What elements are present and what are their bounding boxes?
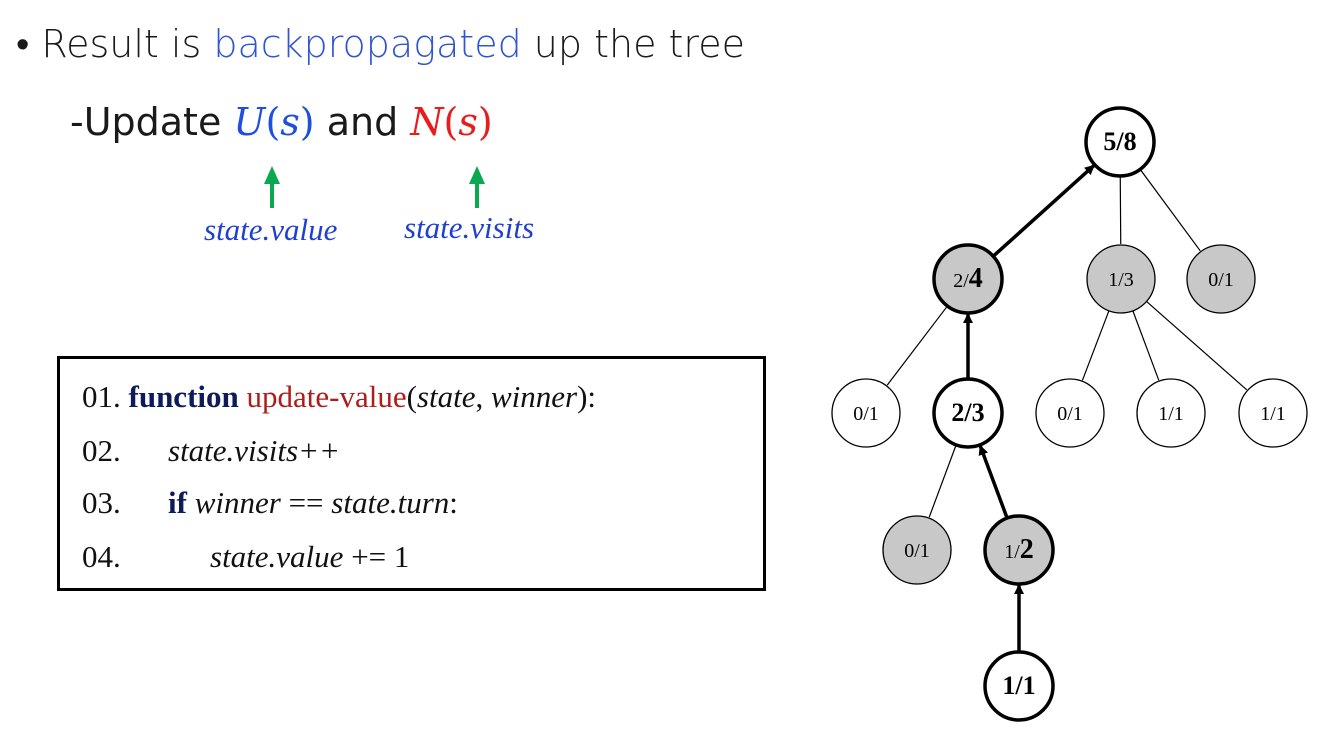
node-circle <box>1086 244 1156 314</box>
bullet-prefix: Result is <box>41 22 214 66</box>
comma: , <box>475 379 491 414</box>
node-label: 5/8 <box>1103 127 1136 156</box>
node-label: 2/3 <box>951 398 984 427</box>
keyword-function: function <box>128 379 239 414</box>
node-label: 1/3 <box>1108 269 1134 291</box>
node-circle <box>882 515 952 585</box>
param-state: state <box>416 379 476 414</box>
tree-edge <box>1132 310 1160 381</box>
node-label: 0/1 <box>1057 403 1083 425</box>
open-paren: ( <box>406 379 417 414</box>
bullet-suffix: up the tree <box>521 22 745 66</box>
code-line-4: 04. state.value += 1 <box>82 539 409 575</box>
backprop-arrow <box>978 444 1009 519</box>
node-label: 1/1 <box>1260 403 1286 425</box>
node-circle <box>1238 378 1308 448</box>
tree-node-leaf: 1/1 <box>983 650 1055 722</box>
tree-edge <box>928 444 957 518</box>
bullet-point: • Result is backpropagated up the tree <box>16 22 745 67</box>
tree-edge <box>1146 301 1248 391</box>
code-line-3: 03. if winner == state.turn: <box>82 485 458 521</box>
tree-edge <box>886 305 948 386</box>
value-lhs: state.value <box>210 539 344 574</box>
tree-node-b3: 1/1 <box>1238 378 1308 448</box>
tree-node-a22: 1/2 <box>983 514 1055 586</box>
state-value-label: state.value <box>204 212 338 247</box>
tree-node-b1: 0/1 <box>1035 378 1105 448</box>
u-arg: s <box>280 100 300 144</box>
pseudocode-box: 01. function update-value(state, winner)… <box>57 356 766 591</box>
green-arrow-value <box>264 166 280 208</box>
and-text: and <box>314 100 411 144</box>
u-symbol: U <box>233 100 266 144</box>
node-label: 1/2 <box>1004 534 1034 565</box>
param-winner: winner <box>490 379 578 414</box>
node-label: 0/1 <box>853 403 879 425</box>
n-symbol: N <box>410 100 444 144</box>
node-label: 1/1 <box>1002 671 1035 700</box>
node-label: 1/1 <box>1158 403 1184 425</box>
equals-operator: == <box>280 485 332 520</box>
bullet-dot: • <box>16 22 30 66</box>
u-of-s-expression: U(s) <box>233 100 315 144</box>
node-circle <box>932 243 1004 315</box>
node-circle <box>932 377 1004 449</box>
node-label: 0/1 <box>1208 269 1234 291</box>
value-rhs: += 1 <box>343 539 410 574</box>
line-number: 04. <box>82 539 121 574</box>
sub-bullet-text: Update <box>83 100 234 144</box>
node-label: 0/1 <box>904 540 930 562</box>
n-arg: s <box>458 100 478 144</box>
node-circle <box>1084 106 1156 178</box>
line-number: 03. <box>82 485 121 520</box>
backprop-arrow <box>992 164 1096 258</box>
line-number: 01. <box>82 379 121 414</box>
function-name: update-value <box>246 379 407 414</box>
tree-node-root: 5/8 <box>1084 106 1156 178</box>
tree-node-c: 0/1 <box>1186 244 1256 314</box>
close-paren: ): <box>577 379 597 414</box>
tree-node-a1: 0/1 <box>831 378 901 448</box>
line-number: 02. <box>82 433 121 468</box>
sub-bullet-dash: - <box>70 100 84 144</box>
tree-node-a21: 0/1 <box>882 515 952 585</box>
tree-node-b: 1/3 <box>1086 244 1156 314</box>
tree-edge <box>1081 310 1110 381</box>
visits-increment: state.visits++ <box>168 433 340 468</box>
node-circle <box>1035 378 1105 448</box>
node-circle <box>1186 244 1256 314</box>
cond-state-turn: state.turn <box>331 485 450 520</box>
green-arrow-visits <box>469 166 485 208</box>
node-label: 2/4 <box>953 263 983 294</box>
code-line-1: 01. function update-value(state, winner)… <box>82 379 596 415</box>
node-circle <box>983 650 1055 722</box>
keyword-if: if <box>168 485 187 520</box>
cond-winner: winner <box>194 485 281 520</box>
n-of-s-expression: N(s) <box>410 100 493 144</box>
code-line-2: 02. state.visits++ <box>82 433 340 469</box>
colon: : <box>449 485 458 520</box>
node-circle <box>1136 378 1206 448</box>
bullet-highlight: backpropagated <box>213 22 522 66</box>
node-circle <box>983 514 1055 586</box>
tree-node-a: 2/4 <box>932 243 1004 315</box>
node-circle <box>831 378 901 448</box>
state-visits-label: state.visits <box>404 210 535 245</box>
sub-bullet: -Update U(s) and N(s) <box>70 100 493 144</box>
tree-edge <box>1139 169 1201 252</box>
tree-node-a2: 2/3 <box>932 377 1004 449</box>
tree-node-b2: 1/1 <box>1136 378 1206 448</box>
